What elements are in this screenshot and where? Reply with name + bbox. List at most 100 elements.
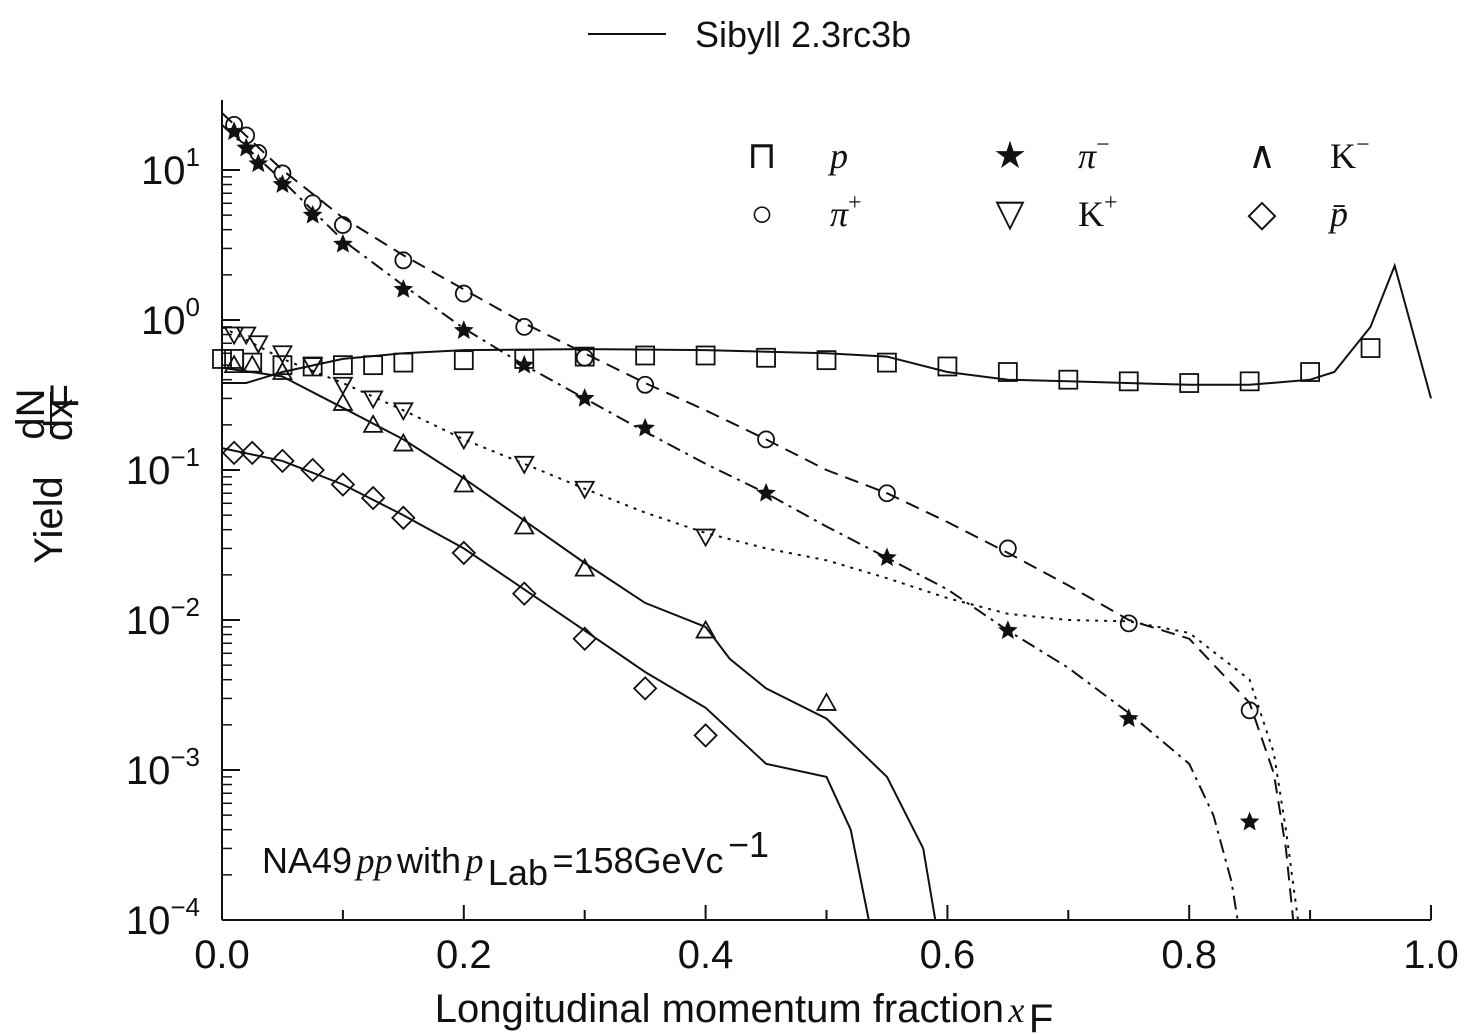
- data-point-triangle-down: [453, 431, 475, 451]
- data-point-triangle-down: [271, 345, 293, 365]
- y-tick-label: 10−2: [126, 592, 200, 643]
- data-point-circle: [333, 216, 352, 234]
- x-tick-label: 0.2: [436, 933, 492, 977]
- markers: [212, 115, 1381, 831]
- model-line: [221, 326, 1299, 921]
- data-point-circle: [998, 539, 1017, 558]
- legend-label: p: [827, 136, 848, 176]
- data-point-star: [393, 279, 414, 298]
- annotation-text: NA49 pp with p Lab =158GeVc −1: [262, 824, 769, 893]
- data-point-triangle-up: [332, 392, 354, 411]
- data-point-square: [1058, 369, 1079, 390]
- data-point-diamond: [300, 457, 325, 483]
- data-point-diamond: [451, 540, 477, 566]
- data-point-square: [1239, 371, 1260, 392]
- data-point-square: [272, 355, 293, 376]
- data-point-square: [695, 345, 716, 366]
- data-point-star: [1239, 811, 1260, 831]
- data-point-square: [393, 352, 414, 373]
- data-point-circle: [394, 251, 413, 270]
- top-legend-label: Sibyll 2.3rc3b: [695, 14, 911, 55]
- data-point-diamond: [270, 448, 295, 474]
- data-point-square: [756, 347, 776, 368]
- model-lines: [221, 112, 1432, 921]
- data-point-triangle-up: [513, 515, 535, 535]
- legend-label: π−: [1078, 132, 1110, 176]
- data-point-square: [997, 362, 1018, 382]
- legend-symbol: ★: [993, 135, 1027, 177]
- y-axis-title-text: Yield: [27, 476, 71, 563]
- data-point-diamond: [572, 626, 597, 652]
- data-point-star: [236, 137, 256, 157]
- data-point-square: [816, 350, 837, 371]
- model-line: [221, 447, 870, 921]
- y-tick-label: 100: [141, 292, 200, 343]
- model-line: [222, 262, 1432, 399]
- legend-label: π+: [830, 190, 862, 234]
- data-point-triangle-down: [223, 326, 245, 346]
- data-point-star: [998, 620, 1018, 639]
- data-point-circle: [575, 348, 594, 367]
- data-point-triangle-down: [513, 455, 535, 475]
- data-point-triangle-down: [247, 335, 269, 355]
- data-point-star: [224, 121, 244, 141]
- data-point-square: [877, 352, 897, 373]
- data-point-square: [1118, 371, 1139, 392]
- data-point-star: [756, 482, 776, 502]
- data-point-circle: [515, 317, 534, 336]
- data-point-triangle-down: [362, 390, 384, 410]
- legend-symbol: ⊓: [747, 135, 777, 177]
- data-point-diamond: [511, 581, 537, 606]
- data-point-triangle-up: [392, 432, 414, 452]
- data-point-square: [1179, 373, 1200, 393]
- data-point-circle: [1240, 701, 1259, 720]
- data-point-diamond: [221, 440, 247, 466]
- legend-symbol: ▽: [995, 193, 1025, 235]
- data-point-square: [363, 355, 384, 376]
- data-point-diamond: [330, 472, 356, 497]
- y-tick-label: 10−1: [126, 442, 200, 493]
- data-point-square: [1360, 338, 1381, 358]
- data-point-circle: [454, 284, 473, 303]
- x-ticks: 0.0 0.2 0.4 0.6 0.8 1.0: [194, 905, 1459, 977]
- data-point-star: [333, 233, 353, 253]
- data-point-square: [937, 356, 958, 377]
- x-tick-label: 0.4: [678, 933, 734, 977]
- legend-label: p̄: [1327, 194, 1348, 234]
- data-point-square: [332, 355, 353, 376]
- data-point-circle: [757, 430, 775, 449]
- model-line: [221, 124, 1239, 921]
- y-axis-title-den: dx: [37, 399, 81, 441]
- x-tick-label: 0.8: [1161, 933, 1217, 977]
- data-point-triangle-up: [453, 473, 475, 493]
- data-point-triangle-down: [392, 402, 414, 422]
- legend-label: K+: [1078, 190, 1118, 234]
- data-point-star: [877, 547, 897, 567]
- data-point-circle: [636, 375, 655, 394]
- data-point-triangle-down: [574, 480, 596, 500]
- y-ticks: 101 100 10−1 10−2 10−3 10−4: [126, 142, 240, 943]
- data-point-square: [635, 345, 656, 366]
- y-axis-title-den-sub: F: [43, 384, 87, 408]
- data-point-diamond: [239, 440, 265, 466]
- data-point-star: [514, 354, 535, 374]
- model-line: [221, 366, 937, 921]
- plot-legend: ⊓ p ★ π− ∧ K− ○ π+ ▽ K+ ◇ p̄: [747, 132, 1369, 235]
- x-tick-label: 1.0: [1403, 933, 1459, 977]
- data-point-circle: [878, 484, 896, 503]
- data-point-square: [212, 349, 232, 369]
- y-tick-label: 101: [141, 142, 200, 193]
- legend-label: K−: [1330, 132, 1370, 176]
- annotation: NA49 pp with p Lab =158GeVc −1: [262, 824, 769, 893]
- data-point-triangle-down: [695, 528, 717, 548]
- y-tick-label: 10−3: [126, 742, 200, 793]
- data-point-triangle-up: [695, 619, 717, 639]
- data-point-triangle-up: [574, 557, 596, 577]
- x-axis-title: Longitudinal momentum fraction x F: [435, 987, 1054, 1034]
- data-point-star: [1118, 708, 1139, 727]
- data-point-star: [453, 320, 474, 339]
- data-point-square: [1300, 362, 1320, 382]
- legend-symbol: ○: [751, 193, 774, 235]
- data-point-triangle-up: [241, 354, 263, 374]
